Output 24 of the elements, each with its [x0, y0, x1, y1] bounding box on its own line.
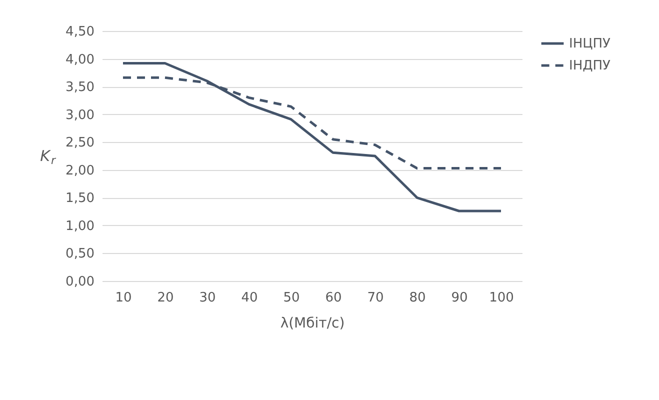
y-tick-label: 4,00: [66, 52, 94, 68]
y-tick-label: 4,50: [66, 24, 94, 40]
x-tick-label: 50: [283, 290, 300, 306]
x-tick-label: 60: [325, 290, 342, 306]
x-tick-label: 70: [367, 290, 384, 306]
line-series: [122, 62, 502, 212]
x-tick-label: 90: [451, 290, 468, 306]
y-tick-label: 3,50: [66, 80, 94, 96]
x-axis-title: λ(Мбіт/с): [280, 316, 345, 332]
x-tick-label: 30: [199, 290, 216, 306]
y-tick-label: 1,50: [66, 191, 94, 206]
y-tick-label: 2,50: [66, 136, 94, 151]
legend-label: ІНЦПУ: [569, 36, 610, 52]
y-tick-label: 1,00: [66, 218, 94, 234]
x-tick-label: 100: [489, 290, 514, 306]
x-tick-label: 80: [409, 290, 426, 306]
x-tick-label: 20: [157, 290, 174, 306]
y-tick-label: 0,00: [66, 274, 94, 290]
y-tick-label: 0,50: [66, 246, 94, 262]
legend-label: ІНДПУ: [569, 58, 611, 74]
y-tick-label: 3,00: [66, 108, 94, 123]
x-tick-label: 10: [115, 290, 132, 306]
x-tick-label: 40: [241, 290, 258, 306]
y-tick-label: 2,00: [66, 163, 94, 178]
